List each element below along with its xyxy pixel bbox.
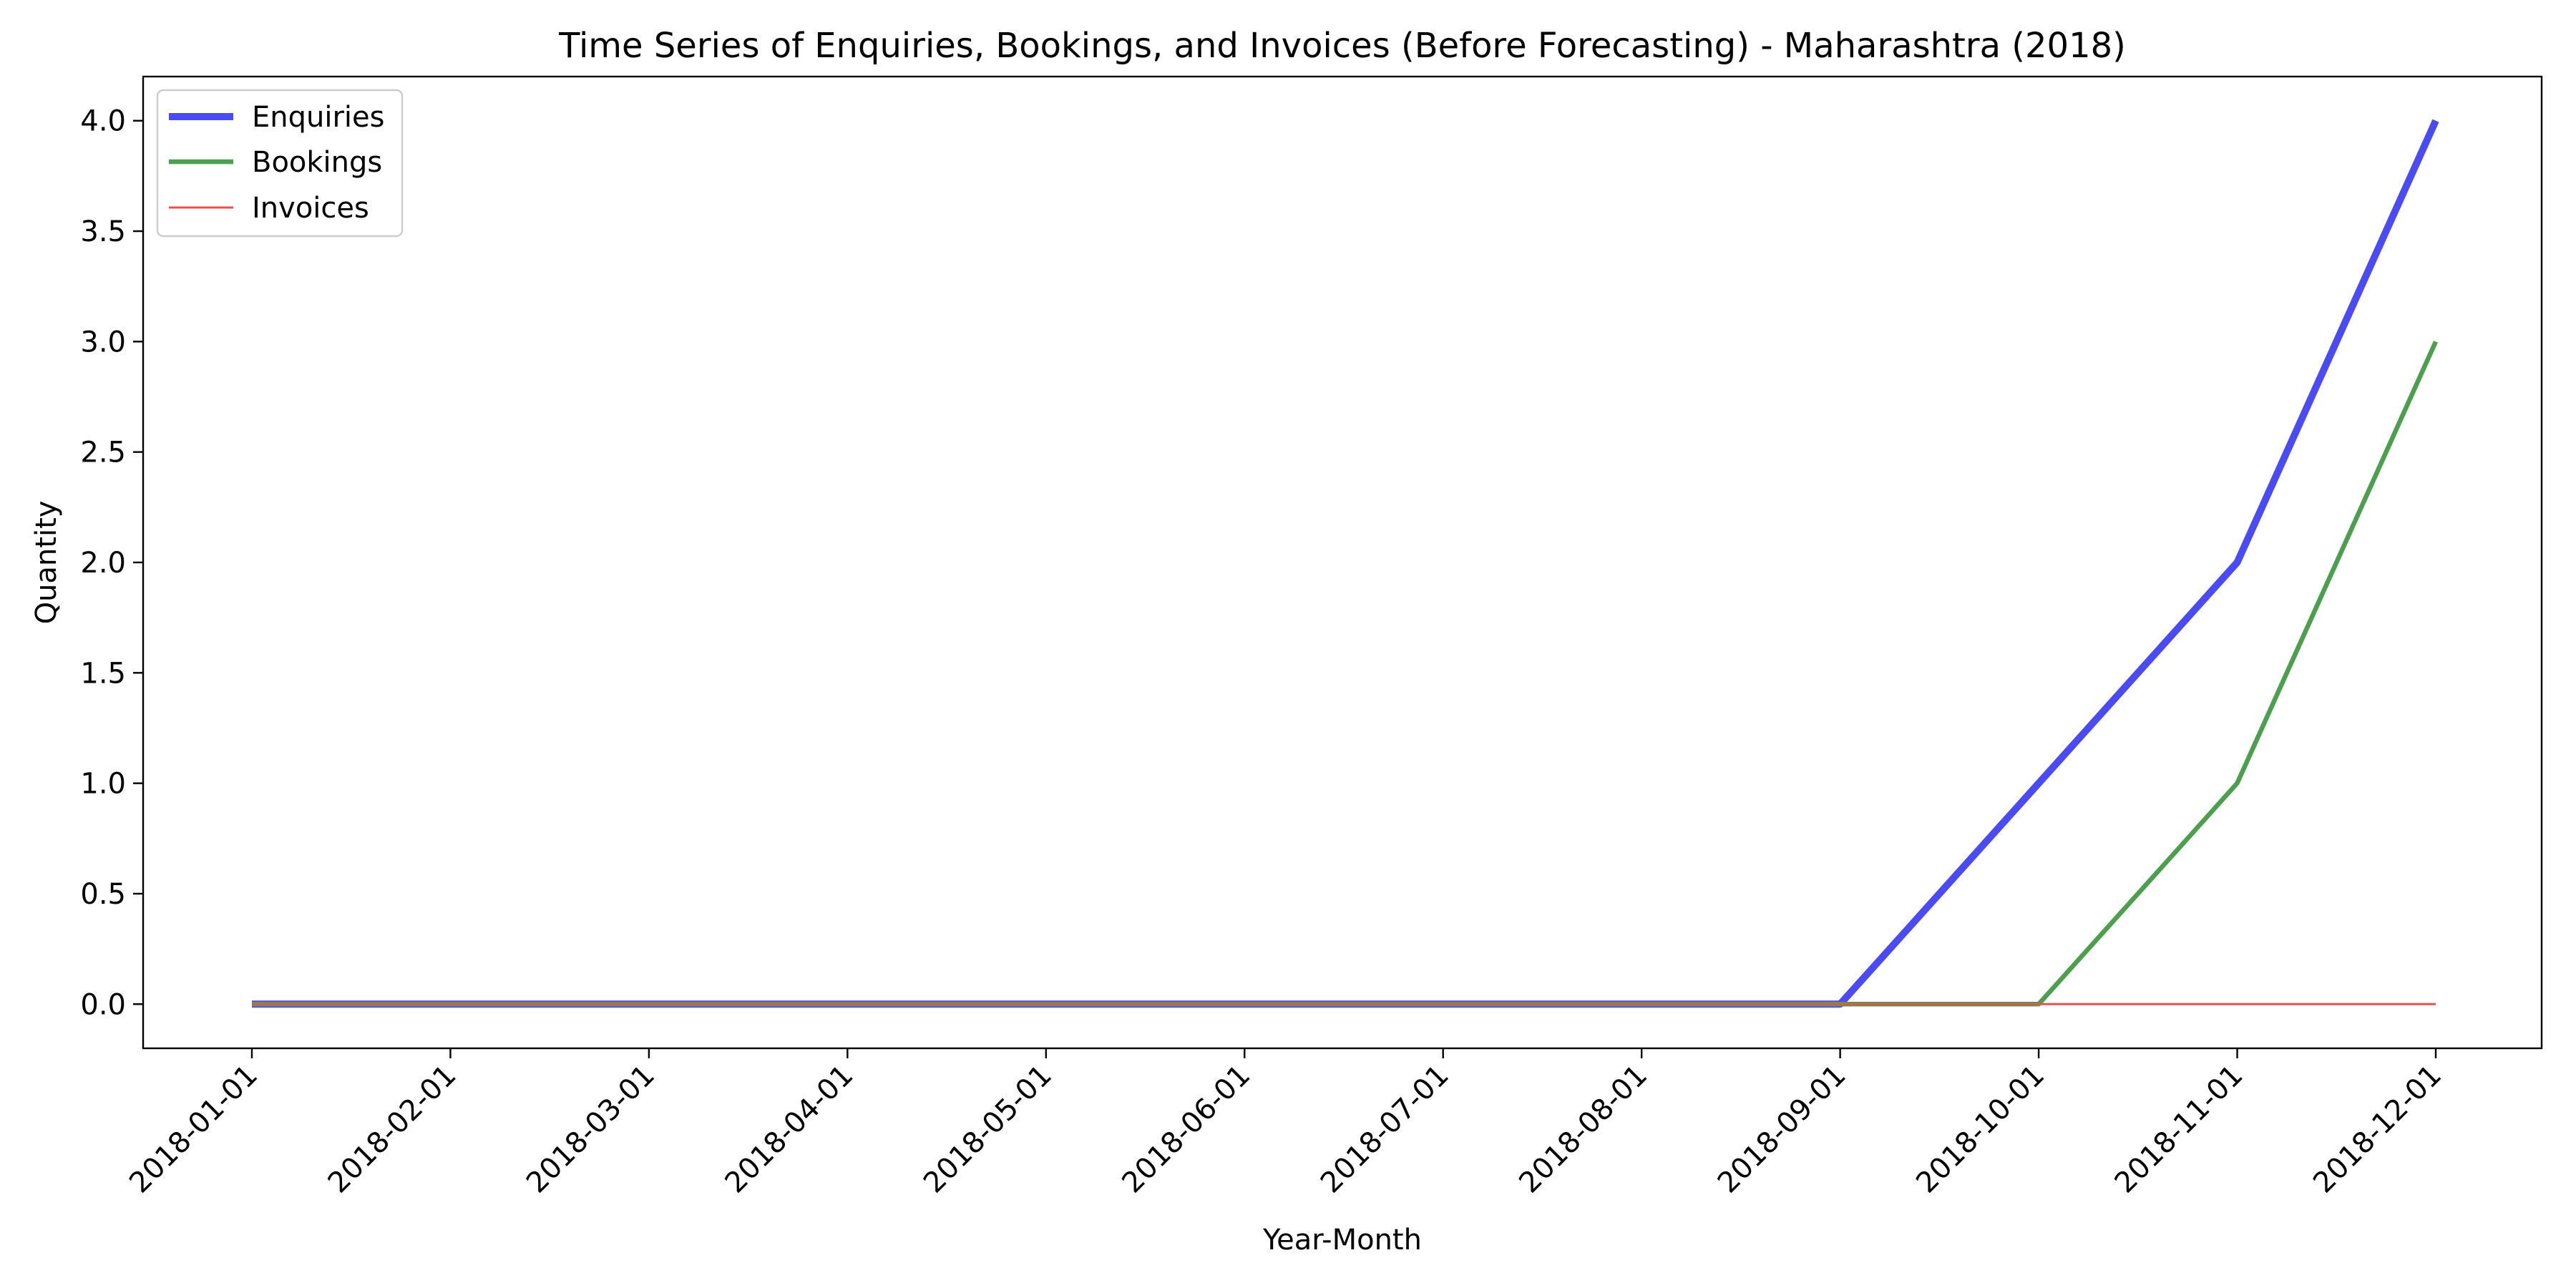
y-tick-label: 0.0: [80, 988, 126, 1021]
y-tick-label: 1.5: [80, 657, 126, 690]
chart-title: Time Series of Enquiries, Bookings, and …: [558, 26, 2126, 66]
y-tick-label: 1.0: [80, 768, 126, 801]
x-axis-label: Year-Month: [1262, 1224, 1422, 1257]
y-tick-label: 0.5: [80, 878, 126, 911]
y-tick-label: 2.0: [80, 547, 126, 580]
y-tick-label: 3.0: [80, 326, 126, 358]
series-lines: [252, 119, 2439, 1008]
y-axis-label: Quantity: [30, 501, 63, 625]
legend-label-enquiries: Enquiries: [252, 101, 385, 134]
legend: Enquiries Bookings Invoices: [156, 89, 404, 238]
y-axis-ticks: 0.0 0.5 1.0 1.5 2.0 2.5 3.0 3.5 4.0: [80, 105, 143, 1021]
legend-frame: [156, 89, 404, 238]
y-tick-label: 4.0: [80, 105, 126, 138]
legend-label-invoices: Invoices: [252, 192, 369, 225]
y-tick-label: 3.5: [80, 215, 126, 248]
legend-label-bookings: Bookings: [252, 146, 382, 179]
plot-frame: [142, 75, 2543, 1050]
y-tick-label: 2.5: [80, 436, 126, 469]
